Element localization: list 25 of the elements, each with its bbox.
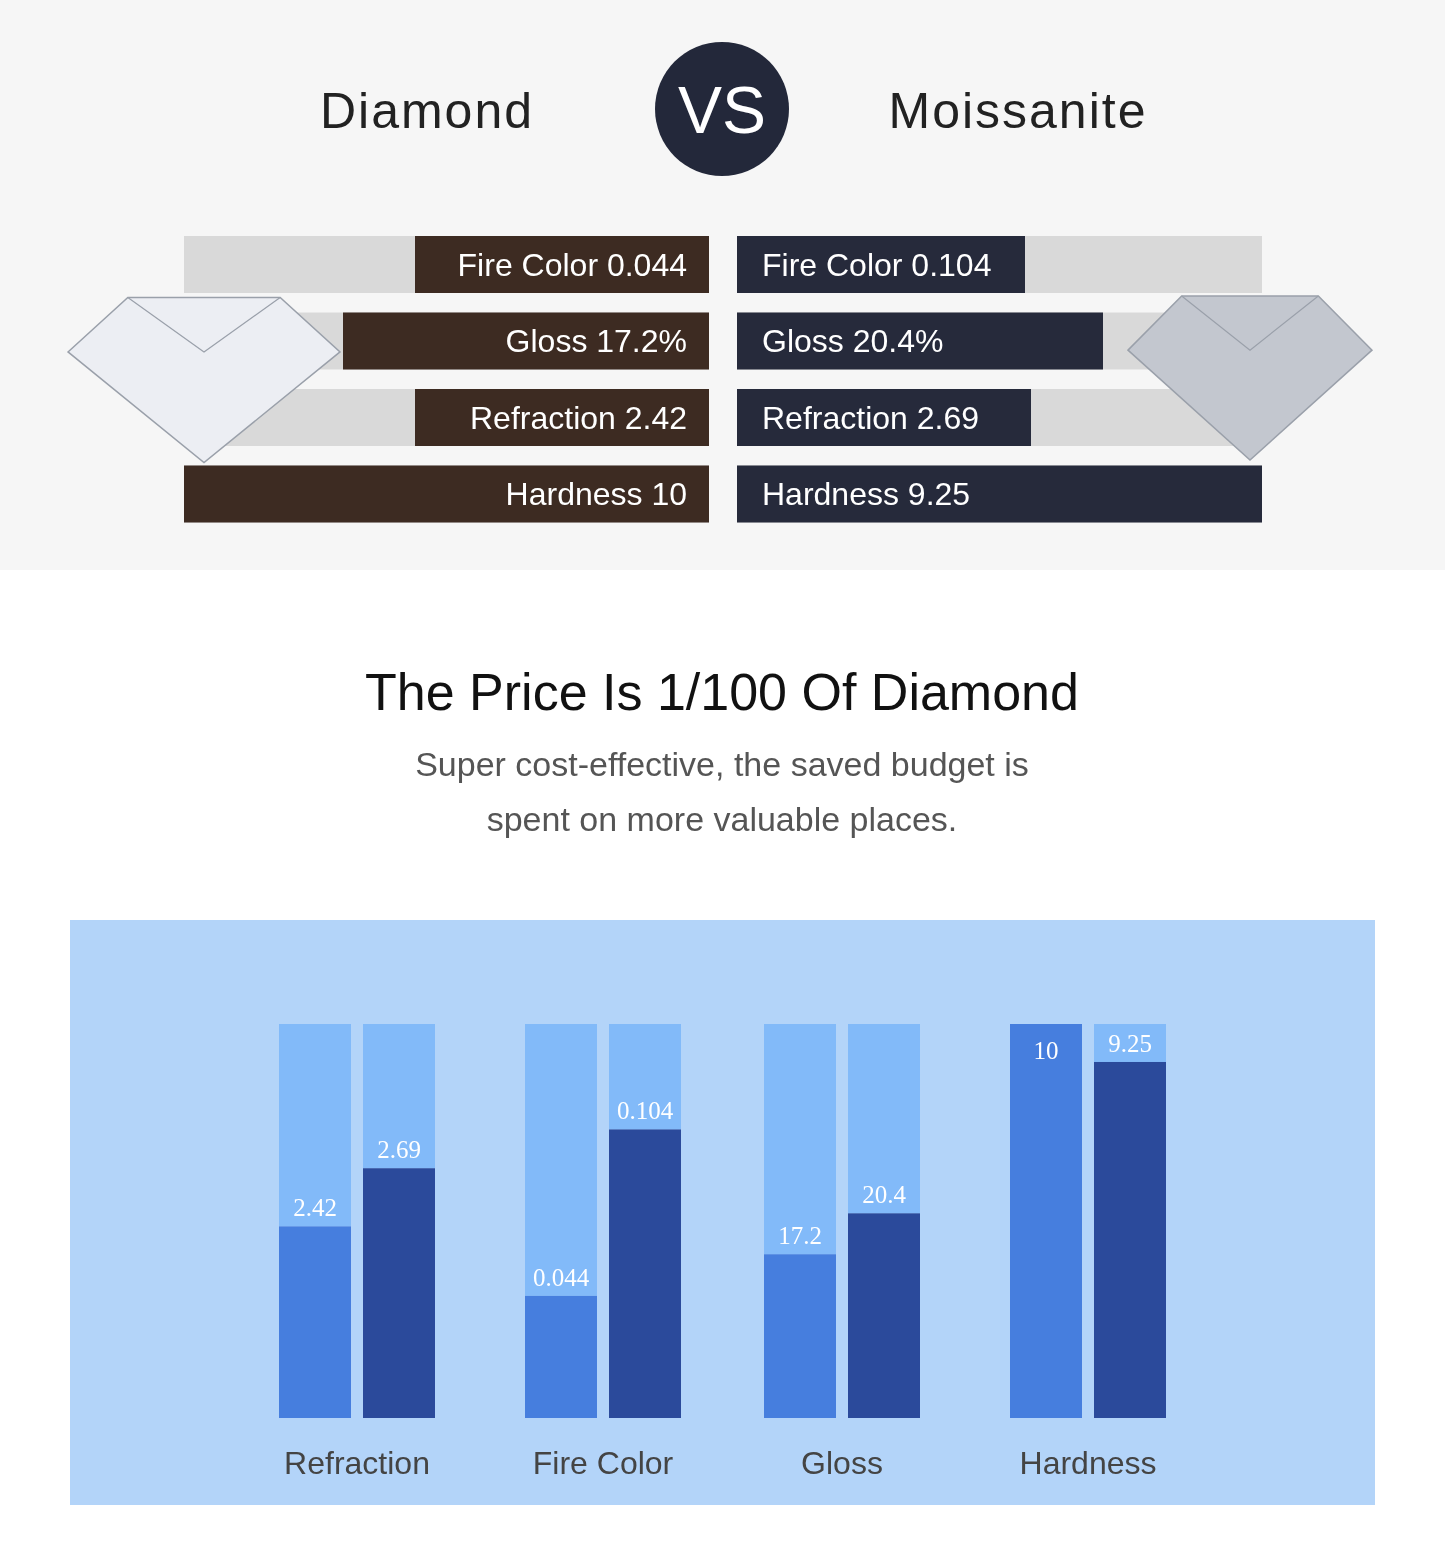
data-label: 2.69 <box>377 1136 421 1164</box>
text: Fire Color 0.104 <box>762 246 992 283</box>
data-label: 17.2 <box>778 1222 822 1250</box>
x-tick-label: Refraction <box>284 1445 430 1481</box>
data-label: 9.25 <box>1108 1029 1152 1057</box>
text: The Price Is 1/100 Of Diamond <box>365 663 1079 721</box>
text: Moissanite <box>888 83 1148 139</box>
text: VS <box>677 73 767 147</box>
text: Fire Color 0.044 <box>457 246 687 283</box>
text: Refraction 2.69 <box>762 399 980 436</box>
text: Gloss 17.2% <box>505 323 687 359</box>
text: Gloss 20.4% <box>762 323 944 359</box>
data-label: 2.42 <box>293 1194 337 1222</box>
x-tick-label: Gloss <box>801 1445 883 1481</box>
x-tick-label: Fire Color <box>532 1445 674 1481</box>
x-tick-label: Hardness <box>1019 1445 1157 1481</box>
text: Hardness 10 <box>505 476 687 512</box>
text: Super cost-effective, the saved budget is spent on more valuable places. <box>415 745 1029 838</box>
text: Refraction 2.42 <box>469 399 687 436</box>
data-label: 0.044 <box>532 1263 590 1291</box>
text: Hardness 9.25 <box>762 476 971 512</box>
data-label: 20.4 <box>862 1181 907 1209</box>
data-label: 0.104 <box>616 1097 674 1125</box>
text: Diamond <box>319 83 535 139</box>
data-label: 10 <box>1033 1037 1059 1064</box>
